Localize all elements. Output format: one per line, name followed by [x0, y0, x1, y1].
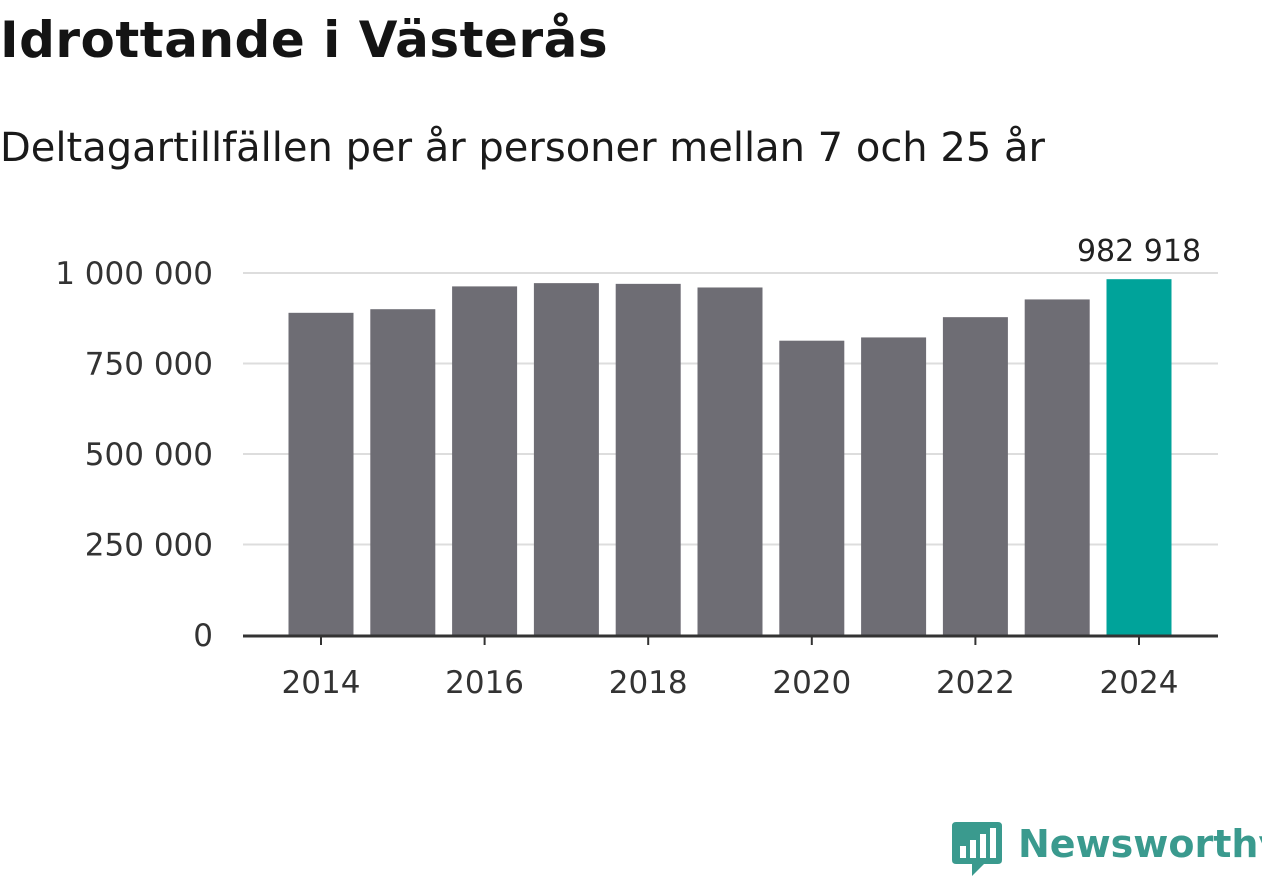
bar-2024 [1106, 279, 1172, 635]
y-tick-label: 0 [193, 618, 213, 654]
bar-2015 [370, 309, 436, 635]
data-label: 982 918 [1077, 234, 1201, 269]
x-tick-label: 2018 [609, 665, 688, 701]
bar-2017 [533, 283, 599, 635]
x-tick-label: 2024 [1100, 665, 1179, 701]
bar-2014 [288, 312, 354, 635]
y-tick-label: 500 000 [85, 437, 213, 473]
bar-2022 [942, 317, 1008, 635]
y-tick-label: 1 000 000 [55, 256, 213, 292]
chart-title: Idrottande i Västerås [0, 11, 609, 69]
chart-subtitle: Deltagartillfällen per år personer mella… [0, 125, 1045, 171]
bar-2018 [615, 283, 681, 635]
bar-2023 [1024, 299, 1090, 635]
newsworthy-logo: Newsworthy [950, 820, 1262, 878]
y-tick-label: 750 000 [85, 347, 213, 383]
bar-2016 [452, 286, 518, 635]
x-tick-label: 2016 [445, 665, 524, 701]
bar-2019 [697, 287, 763, 635]
bar-2020 [779, 340, 845, 635]
bar-chart-badge-icon [952, 822, 1002, 876]
bar-2021 [861, 337, 927, 635]
x-tick-label: 2022 [936, 665, 1015, 701]
logo-text: Newsworthy [1018, 822, 1262, 866]
x-tick-label: 2014 [282, 665, 361, 701]
y-tick-label: 250 000 [85, 528, 213, 564]
x-tick-label: 2020 [772, 665, 851, 701]
